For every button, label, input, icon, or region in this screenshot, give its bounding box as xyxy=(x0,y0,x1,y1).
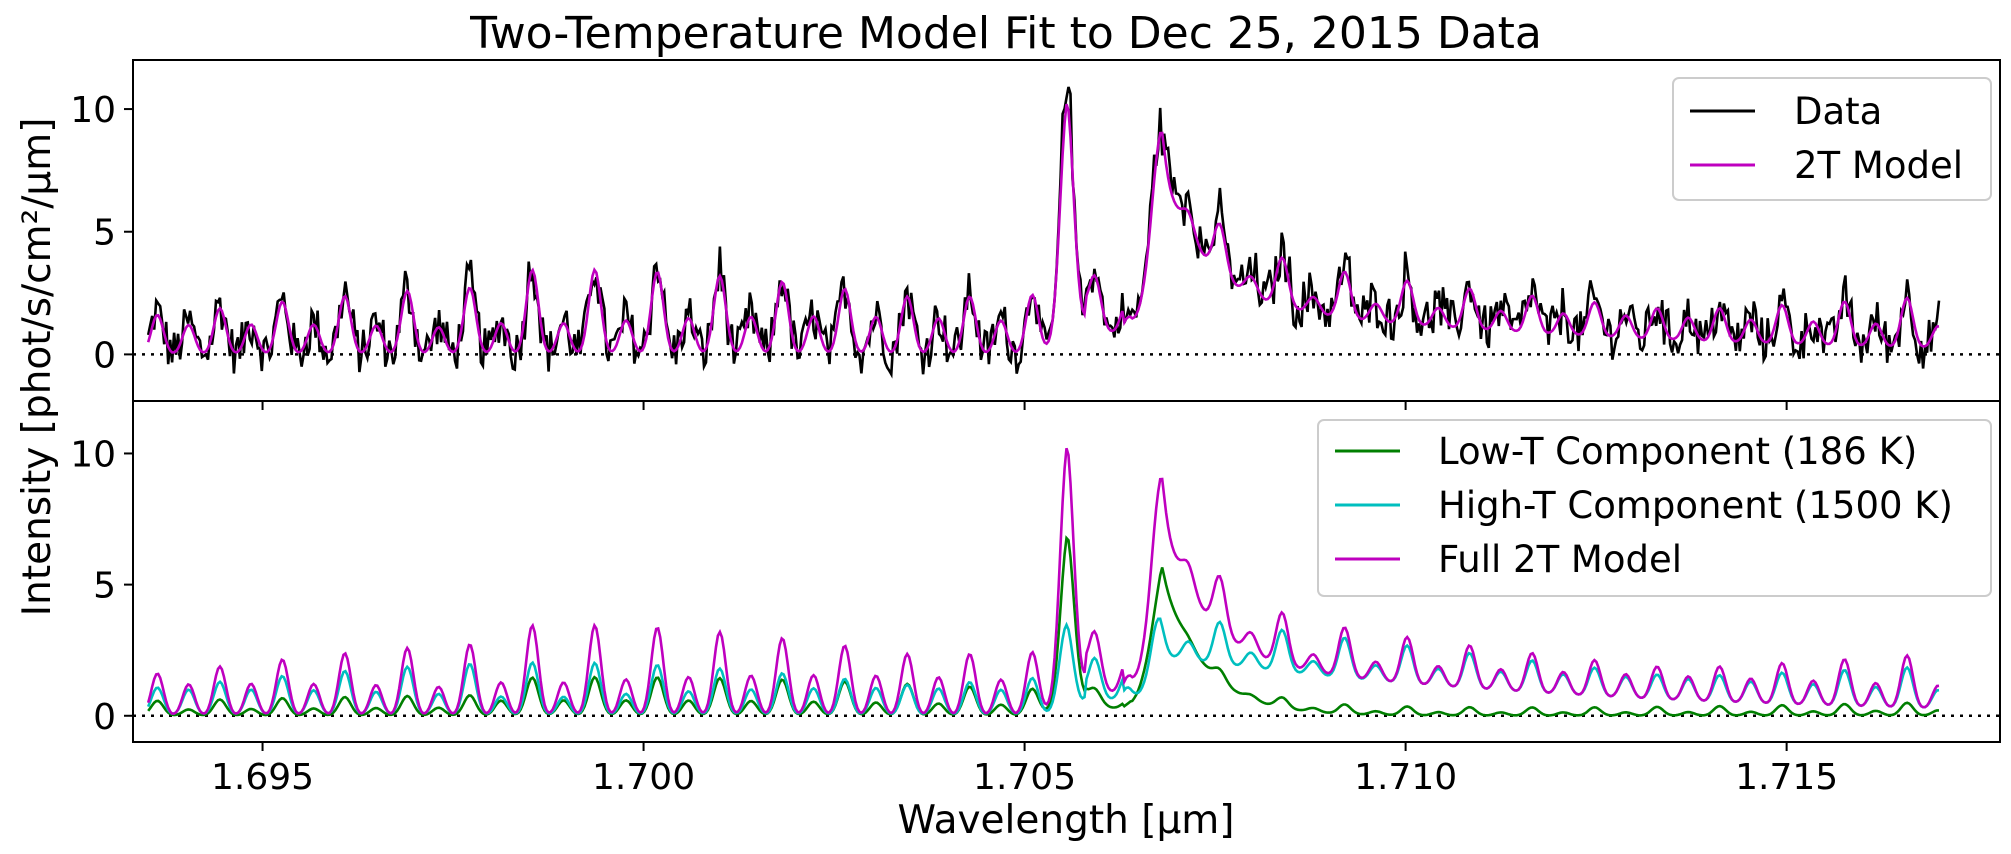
legend-high-t-label: High-T Component (1500 K) xyxy=(1438,484,1953,527)
y-tick-label-top: 10 xyxy=(70,90,116,131)
panel-bottom-frame xyxy=(132,400,2001,743)
series-top xyxy=(146,86,1941,379)
legend-low-t-label: Low-T Component (186 K) xyxy=(1438,430,1917,473)
legend-full-2t-label: Full 2T Model xyxy=(1438,538,1682,581)
chart-title: Two-Temperature Model Fit to Dec 25, 201… xyxy=(469,8,1542,59)
series-full-2t-line xyxy=(146,447,1940,715)
panel-top-fit: 0 5 10 Data 2T Model xyxy=(70,59,2001,402)
x-tick-label: 1.710 xyxy=(1354,757,1457,798)
x-axis-label: Wavelength [μm] xyxy=(898,798,1235,843)
panel-bottom-components: 0 5 10 Low-T Component (186 K) High-T Comp… xyxy=(70,400,2001,743)
y-tick-label-bottom: 5 xyxy=(93,566,116,607)
y-tick-label-bottom: 0 xyxy=(93,697,116,738)
x-axis-ticks: 1.695 1.700 1.705 1.710 1.715 xyxy=(211,401,1838,798)
x-tick-label: 1.715 xyxy=(1735,757,1838,798)
series-data-line xyxy=(146,86,1941,379)
x-tick-label: 1.705 xyxy=(973,757,1076,798)
y-tick-label-top: 5 xyxy=(93,213,116,254)
legend-bottom: Low-T Component (186 K) High-T Component… xyxy=(1317,419,1992,597)
y-axis-label: Intensity [phot/s/cm²/μm] xyxy=(15,118,60,617)
legend-data-label: Data xyxy=(1794,90,1882,133)
x-tick-label: 1.700 xyxy=(592,757,695,798)
legend-top-box xyxy=(1672,77,1992,201)
series-bottom xyxy=(146,447,1940,717)
x-tick-label: 1.695 xyxy=(211,757,314,798)
y-tick-label-bottom: 10 xyxy=(70,434,116,475)
y-tick-label-top: 0 xyxy=(93,335,116,376)
series-2t-model-line xyxy=(146,103,1940,354)
y-ticks-top: 0 5 10 xyxy=(70,90,133,376)
legend-2t-model-label: 2T Model xyxy=(1794,144,1963,187)
y-ticks-bottom: 0 5 10 xyxy=(70,434,133,738)
legend-top: Data 2T Model xyxy=(1672,77,1992,201)
legend-bottom-box xyxy=(1317,419,1992,597)
